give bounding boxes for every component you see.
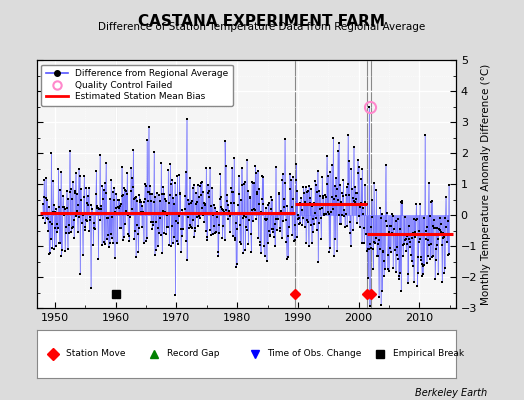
Text: CASTANA EXPERIMENT FARM: CASTANA EXPERIMENT FARM (138, 14, 386, 29)
Text: Empirical Break: Empirical Break (393, 350, 464, 358)
Text: Difference of Station Temperature Data from Regional Average: Difference of Station Temperature Data f… (99, 22, 425, 32)
Y-axis label: Monthly Temperature Anomaly Difference (°C): Monthly Temperature Anomaly Difference (… (482, 63, 492, 305)
Text: Station Move: Station Move (66, 350, 126, 358)
Legend: Difference from Regional Average, Quality Control Failed, Estimated Station Mean: Difference from Regional Average, Qualit… (41, 64, 233, 106)
Text: Record Gap: Record Gap (167, 350, 219, 358)
Text: Berkeley Earth: Berkeley Earth (415, 388, 487, 398)
Text: Time of Obs. Change: Time of Obs. Change (267, 350, 362, 358)
